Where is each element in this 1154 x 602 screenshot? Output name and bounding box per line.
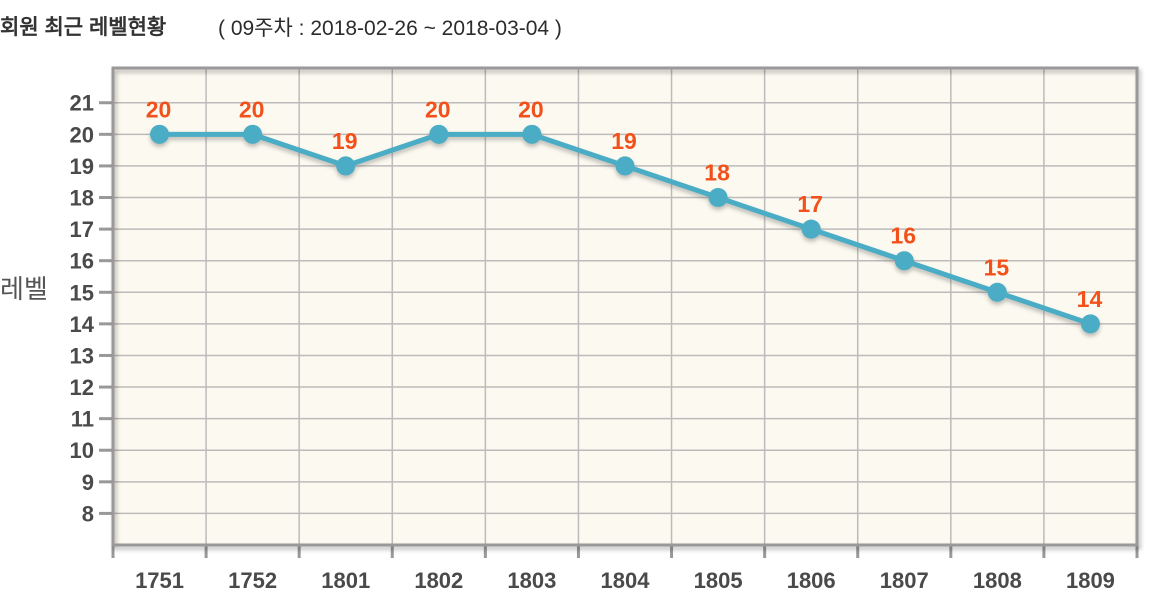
data-point-marker xyxy=(708,188,728,208)
data-point-marker xyxy=(987,282,1007,302)
y-tick-label: 18 xyxy=(70,186,94,211)
data-point-label: 20 xyxy=(518,96,544,122)
x-tick-label: 1802 xyxy=(414,568,463,593)
data-point-label: 20 xyxy=(425,96,451,122)
x-tick-label: 1751 xyxy=(135,568,184,593)
data-point-label: 19 xyxy=(332,128,358,154)
data-point-label: 19 xyxy=(611,128,637,154)
x-tick-label: 1807 xyxy=(880,568,929,593)
x-tick-label: 1803 xyxy=(507,568,556,593)
chart-title: 회원 최근 레벨현황 xyxy=(0,16,167,39)
y-tick-label: 12 xyxy=(70,375,94,400)
x-tick-label: 1752 xyxy=(228,568,277,593)
data-point-label: 17 xyxy=(797,191,823,217)
y-tick-label: 9 xyxy=(82,470,94,495)
y-tick-label: 11 xyxy=(71,407,94,432)
data-point-label: 20 xyxy=(146,96,172,122)
plot-border xyxy=(111,66,1139,547)
data-point-marker xyxy=(522,124,542,144)
data-point-label: 16 xyxy=(890,223,916,249)
y-tick-label: 17 xyxy=(70,217,94,242)
y-tick-label: 14 xyxy=(70,312,95,337)
y-tick-label: 8 xyxy=(82,501,94,526)
x-tick-label: 1804 xyxy=(601,568,651,593)
y-tick-label: 10 xyxy=(70,438,94,463)
data-point-marker xyxy=(243,124,263,144)
level-series xyxy=(150,124,1100,334)
x-tick-label: 1808 xyxy=(973,568,1022,593)
chart-subtitle: ( 09주차 : 2018-02-26 ~ 2018-03-04 ) xyxy=(218,17,562,40)
y-tick-label: 13 xyxy=(70,343,94,368)
data-point-marker xyxy=(615,156,635,176)
y-axis-title: 레벨 xyxy=(0,274,48,304)
data-point-label: 18 xyxy=(704,160,730,186)
data-point-marker xyxy=(429,124,449,144)
data-point-marker xyxy=(1080,314,1100,334)
data-point-marker xyxy=(336,156,356,176)
x-tick-label: 1801 xyxy=(321,568,370,593)
y-tick-label: 19 xyxy=(70,154,94,179)
data-point-marker xyxy=(150,124,170,144)
data-point-marker xyxy=(894,251,914,271)
x-tick-label: 1805 xyxy=(694,568,743,593)
x-tick-label: 1806 xyxy=(787,568,836,593)
data-point-marker xyxy=(801,219,821,239)
y-tick-label: 15 xyxy=(70,280,94,305)
y-tick-label: 21 xyxy=(70,91,94,116)
y-tick-label: 20 xyxy=(70,122,94,147)
y-tick-label: 16 xyxy=(70,249,94,274)
data-point-label: 15 xyxy=(984,254,1010,280)
data-point-label: 14 xyxy=(1077,286,1103,312)
data-point-label: 20 xyxy=(239,96,265,122)
x-tick-label: 1809 xyxy=(1066,568,1115,593)
